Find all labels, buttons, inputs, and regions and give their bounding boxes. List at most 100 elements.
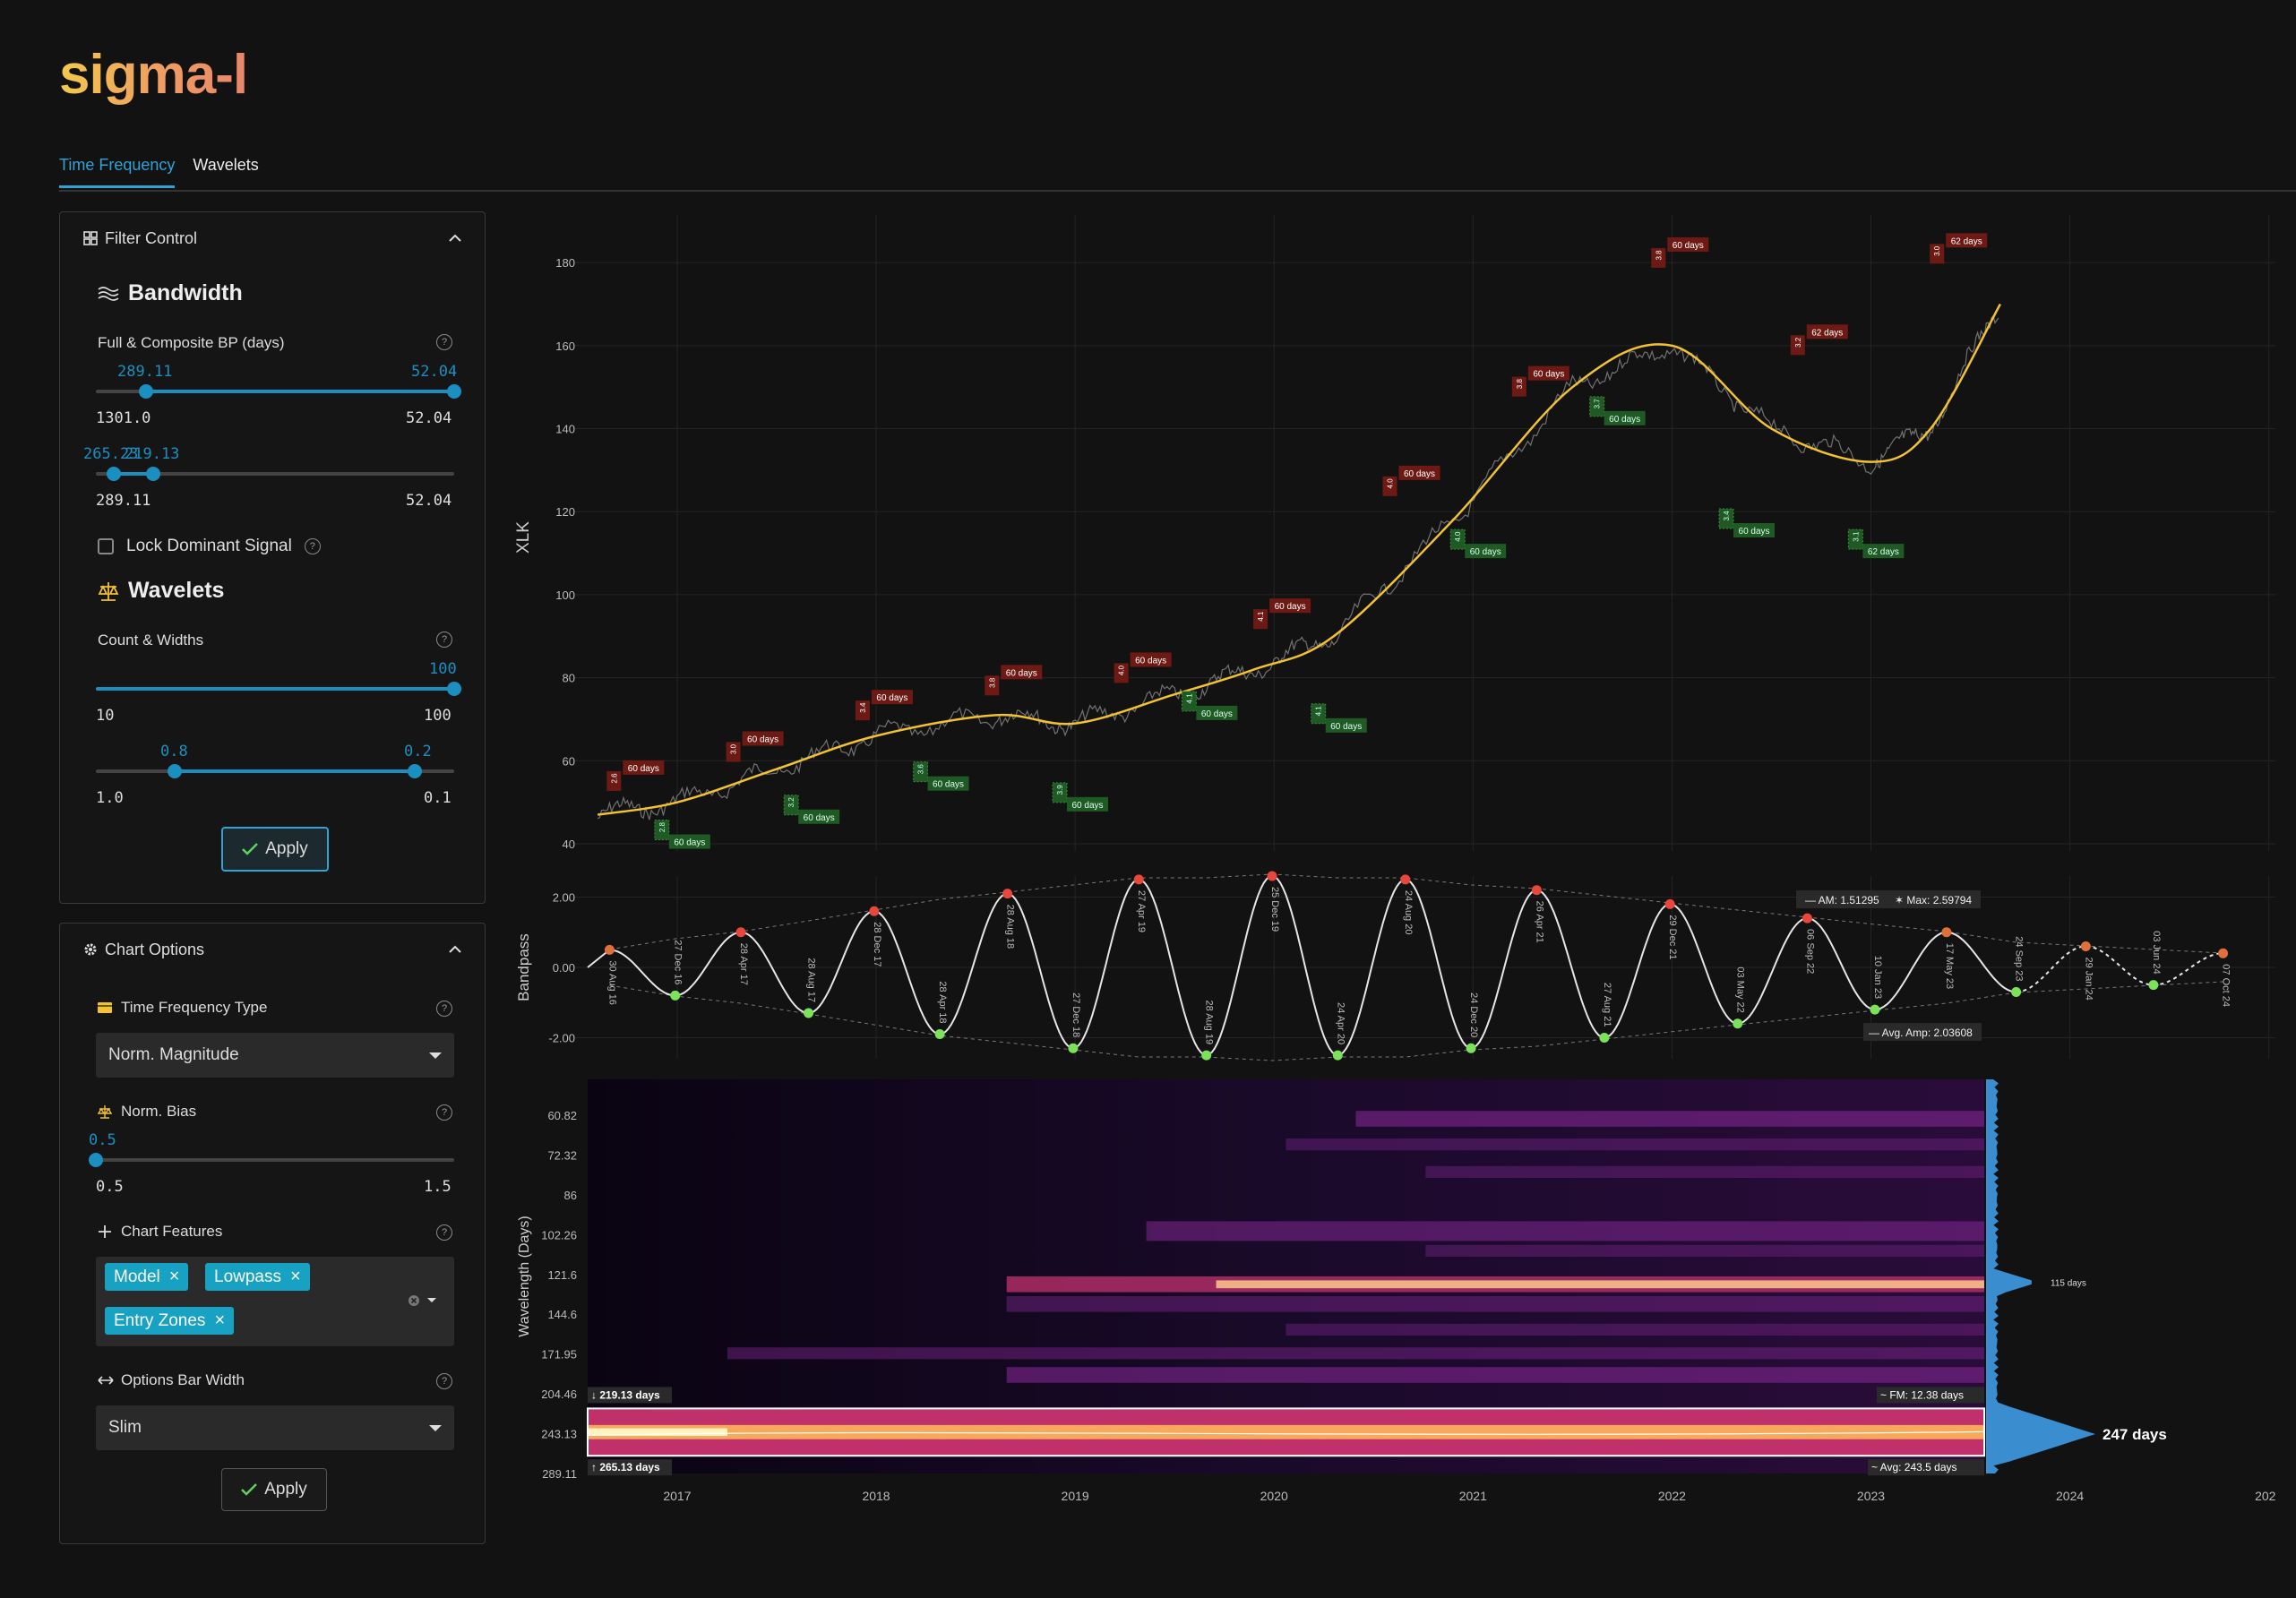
remove-icon[interactable]: ×: [168, 1267, 180, 1286]
remove-icon[interactable]: ×: [290, 1267, 301, 1286]
gear-icon: [84, 943, 97, 956]
high-label: 60 days 3.8: [1511, 365, 1569, 397]
low-cycle-label: 60 days: [674, 838, 705, 848]
tab-wavelets[interactable]: Wavelets: [193, 156, 259, 174]
extremum-date-label: 07 Oct 24: [2221, 964, 2232, 1007]
bp-slider-low-handle[interactable]: [139, 384, 153, 399]
tf-type-select[interactable]: Norm. Magnitude: [96, 1033, 454, 1078]
trough-marker: [1870, 1004, 1880, 1015]
peak-marker: [2218, 948, 2229, 958]
chip-label: Model: [114, 1267, 160, 1286]
norm-bias-slider-track[interactable]: [96, 1158, 454, 1162]
filter-apply-button[interactable]: Apply: [221, 827, 329, 872]
price-series: [597, 314, 1999, 820]
low-label: 3.1 62 days: [1847, 528, 1905, 559]
trough-marker: [2148, 980, 2159, 991]
x-tick-label: 2022: [1658, 1489, 1686, 1503]
high-cycle-label: 60 days: [1533, 370, 1564, 380]
extremum-date-label: 28 Aug 18: [1005, 905, 1016, 949]
lock-dominant-checkbox[interactable]: [98, 538, 114, 554]
chip-entry-zones[interactable]: Entry Zones ×: [105, 1307, 235, 1335]
low-label: 4.1 60 days: [1181, 691, 1238, 720]
composite-slider-max: 52.04: [406, 492, 452, 510]
wavelets-title: Wavelets: [128, 578, 225, 603]
help-icon[interactable]: ?: [436, 1001, 452, 1017]
low-amp-label: 4.1: [1185, 693, 1193, 704]
high-label: 62 days 3.0: [1930, 233, 1988, 264]
extremum-date-label: 24 Dec 20: [1468, 992, 1479, 1037]
card-icon: [98, 1002, 112, 1013]
extremum-date-label: 28 Aug 17: [806, 958, 817, 1002]
y-tick-label: 60.82: [547, 1109, 577, 1122]
filter-control-header[interactable]: Filter Control: [60, 212, 485, 264]
help-icon[interactable]: ?: [436, 1224, 452, 1241]
low-cycle-box: [1067, 796, 1109, 812]
x-tick-label: 2019: [1062, 1489, 1089, 1503]
peak-marker: [1133, 874, 1144, 885]
peak-marker: [1002, 889, 1013, 899]
chevron-up-icon[interactable]: [449, 234, 461, 243]
y-tick-label: 120: [555, 505, 575, 519]
composite-slider-low-handle[interactable]: [107, 467, 121, 481]
heatmap-hot-core: [1216, 1280, 1984, 1289]
low-cycle-box: [798, 809, 840, 824]
high-cycle-box: [742, 731, 784, 746]
low-label: 4.0 60 days: [1449, 528, 1507, 559]
help-icon[interactable]: ?: [304, 538, 321, 554]
count-slider-fill: [96, 687, 454, 691]
norm-bias-slider-handle[interactable]: [89, 1153, 103, 1167]
low-label: 3.2 60 days: [783, 795, 840, 824]
high-amp-box: [1651, 247, 1666, 268]
high-amp-box: [726, 742, 741, 762]
help-icon[interactable]: ?: [436, 631, 452, 648]
chevron-down-icon[interactable]: [427, 1298, 436, 1302]
extremum-date-label: 27 Dec 18: [1071, 992, 1081, 1037]
tab-time-frequency[interactable]: Time Frequency: [59, 150, 176, 188]
extremum-date-label: 26 Apr 21: [1534, 901, 1544, 943]
clear-icon[interactable]: [408, 1294, 420, 1307]
low-amp-box: [654, 820, 670, 841]
high-cycle-box: [1527, 365, 1569, 381]
chevron-up-icon[interactable]: [449, 945, 461, 954]
help-icon[interactable]: ?: [436, 334, 452, 350]
low-amp-box: [1311, 703, 1327, 725]
norm-bias-max: 1.5: [424, 1178, 451, 1196]
bp-slider-low-value: 289.11: [117, 363, 173, 381]
bp-slider-high-handle[interactable]: [447, 384, 461, 399]
high-label: 60 days 3.0: [726, 731, 784, 762]
y-tick-label: 180: [555, 256, 575, 270]
chart-options-header[interactable]: Chart Options: [60, 924, 485, 975]
high-cycle-label: 60 days: [1006, 668, 1037, 678]
width-slider-high-handle[interactable]: [408, 764, 422, 778]
low-amp-box: [1181, 691, 1197, 712]
high-label: 62 days 3.2: [1790, 324, 1848, 356]
bar-width-label-row: Options Bar Width: [98, 1371, 245, 1389]
count-slider-handle[interactable]: [447, 682, 461, 696]
chip-model[interactable]: Model ×: [105, 1263, 189, 1291]
count-slider-min: 10: [96, 707, 115, 725]
width-slider-low-handle[interactable]: [168, 764, 182, 778]
bar-width-select[interactable]: Slim: [96, 1405, 454, 1450]
high-amp-box: [1790, 335, 1805, 356]
x-tick-label: 2021: [1459, 1489, 1487, 1503]
composite-slider-high-handle[interactable]: [146, 467, 160, 481]
chart-features-multiselect[interactable]: Model × Lowpass × Entry Zones ×: [96, 1257, 454, 1346]
y-tick-label: 0.00: [553, 961, 575, 975]
high-cycle-box: [1398, 465, 1440, 480]
help-icon[interactable]: ?: [436, 1373, 452, 1389]
remove-icon[interactable]: ×: [214, 1310, 226, 1330]
selected-band-hot: [588, 1428, 727, 1437]
help-icon[interactable]: ?: [436, 1104, 452, 1121]
high-label: 60 days 2.6: [606, 760, 665, 791]
high-label: 60 days 3.8: [985, 665, 1043, 696]
chart-options-apply-button[interactable]: Apply: [221, 1468, 327, 1511]
high-cycle-label: 60 days: [747, 735, 778, 744]
extremum-date-label: 06 Sep 22: [1804, 929, 1815, 974]
low-cycle-label: 62 days: [1868, 547, 1899, 557]
composite-slider-track[interactable]: [96, 472, 454, 476]
chart-features-label: Chart Features: [121, 1223, 223, 1240]
histogram-peak-label: 115 days: [2051, 1279, 2086, 1289]
lock-dominant-row[interactable]: Lock Dominant Signal ?: [98, 537, 321, 556]
chip-lowpass[interactable]: Lowpass ×: [205, 1263, 310, 1291]
